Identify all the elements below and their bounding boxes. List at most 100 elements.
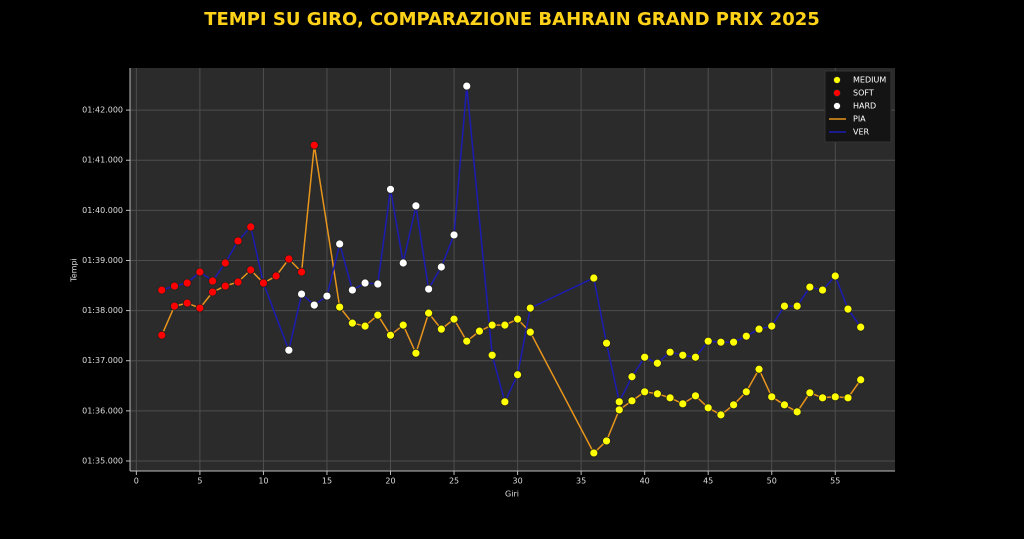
legend-label: PIA bbox=[853, 115, 866, 124]
lap-marker bbox=[729, 400, 739, 410]
x-tick-label: 5 bbox=[197, 477, 202, 486]
lap-marker bbox=[729, 337, 739, 347]
lap-marker bbox=[525, 327, 535, 337]
lap-marker bbox=[411, 348, 421, 358]
x-tick-label: 20 bbox=[385, 477, 395, 486]
lap-marker bbox=[665, 347, 675, 357]
lap-marker bbox=[487, 350, 497, 360]
lap-marker bbox=[233, 277, 243, 287]
lap-marker bbox=[335, 302, 345, 312]
lap-marker bbox=[208, 276, 217, 286]
lap-marker bbox=[259, 278, 268, 288]
lap-marker bbox=[856, 322, 866, 332]
lap-marker bbox=[182, 298, 192, 308]
lap-marker bbox=[462, 81, 472, 91]
lap-marker bbox=[792, 407, 802, 417]
lap-marker bbox=[360, 278, 370, 288]
lap-marker bbox=[767, 392, 777, 402]
lap-marker bbox=[157, 330, 167, 340]
lap-marker bbox=[424, 284, 434, 294]
y-axis-label: Tempi bbox=[70, 258, 79, 283]
lap-marker bbox=[449, 314, 459, 324]
legend-marker bbox=[833, 102, 841, 110]
y-tick-label: 01:41.000 bbox=[82, 156, 123, 165]
x-tick-label: 55 bbox=[830, 477, 840, 486]
lap-marker bbox=[652, 389, 662, 399]
x-tick-label: 30 bbox=[512, 477, 522, 486]
lap-marker bbox=[170, 281, 179, 291]
lap-marker bbox=[754, 324, 764, 334]
lap-marker bbox=[805, 388, 815, 398]
x-axis-label: Giri bbox=[505, 490, 519, 499]
lap-marker bbox=[500, 397, 510, 407]
legend-label: SOFT bbox=[853, 89, 874, 98]
x-tick-label: 40 bbox=[640, 477, 650, 486]
lap-marker bbox=[195, 303, 205, 313]
lap-marker bbox=[780, 400, 789, 410]
lap-marker bbox=[703, 336, 713, 346]
lap-marker bbox=[271, 271, 281, 281]
lap-marker bbox=[602, 436, 611, 446]
lap-marker bbox=[792, 301, 802, 311]
lap-marker bbox=[703, 403, 713, 413]
y-tick-label: 01:40.000 bbox=[82, 206, 123, 215]
x-tick-label: 10 bbox=[258, 477, 268, 486]
lap-marker bbox=[741, 331, 751, 341]
y-tick-label: 01:42.000 bbox=[82, 106, 123, 115]
y-tick-label: 01:37.000 bbox=[82, 356, 123, 365]
lap-marker bbox=[780, 301, 789, 311]
lap-marker bbox=[284, 254, 294, 264]
legend-label: MEDIUM bbox=[853, 76, 886, 85]
lap-marker bbox=[436, 262, 446, 272]
lap-marker bbox=[246, 265, 256, 275]
lap-marker bbox=[322, 291, 332, 301]
lap-marker bbox=[513, 370, 522, 380]
lap-marker bbox=[652, 358, 662, 368]
legend-label: VER bbox=[853, 128, 870, 137]
lap-marker bbox=[830, 392, 840, 402]
lap-marker bbox=[525, 303, 535, 313]
lap-marker bbox=[309, 140, 319, 150]
lap-marker bbox=[335, 239, 345, 249]
legend-marker bbox=[833, 89, 841, 97]
lap-marker bbox=[665, 393, 675, 403]
lap-marker bbox=[691, 391, 700, 401]
lap-marker bbox=[767, 321, 777, 331]
lap-marker bbox=[462, 336, 472, 346]
lap-marker bbox=[424, 308, 434, 318]
lap-marker bbox=[449, 230, 459, 240]
lap-marker bbox=[589, 273, 599, 283]
legend-label: HARD bbox=[853, 102, 876, 111]
lap-marker bbox=[411, 201, 421, 211]
x-tick-label: 35 bbox=[576, 477, 586, 486]
x-tick-label: 25 bbox=[449, 477, 459, 486]
lap-marker bbox=[830, 271, 840, 281]
x-tick-label: 0 bbox=[134, 477, 139, 486]
lap-marker bbox=[754, 364, 764, 374]
lap-marker bbox=[716, 337, 726, 347]
lap-marker bbox=[360, 321, 370, 331]
x-tick-label: 45 bbox=[703, 477, 713, 486]
lap-marker bbox=[373, 310, 383, 320]
lap-marker bbox=[640, 387, 650, 397]
lap-marker bbox=[170, 301, 179, 311]
lap-marker bbox=[208, 287, 217, 297]
lap-marker bbox=[602, 338, 611, 348]
y-tick-label: 01:38.000 bbox=[82, 306, 123, 315]
lap-marker bbox=[843, 393, 853, 403]
lap-marker bbox=[220, 258, 230, 268]
lap-marker bbox=[691, 352, 700, 362]
lap-marker bbox=[500, 320, 510, 330]
y-tick-label: 01:35.000 bbox=[82, 456, 123, 465]
lap-marker bbox=[398, 320, 408, 330]
lap-marker bbox=[284, 345, 294, 355]
lap-marker bbox=[716, 410, 726, 420]
y-tick-label: 01:36.000 bbox=[82, 406, 123, 415]
lap-marker bbox=[627, 396, 637, 406]
lap-marker bbox=[157, 285, 167, 295]
lap-marker bbox=[386, 184, 395, 194]
lap-marker bbox=[640, 352, 650, 362]
lap-marker bbox=[614, 405, 624, 415]
chart-title: TEMPI SU GIRO, COMPARAZIONE BAHRAIN GRAN… bbox=[204, 9, 820, 30]
